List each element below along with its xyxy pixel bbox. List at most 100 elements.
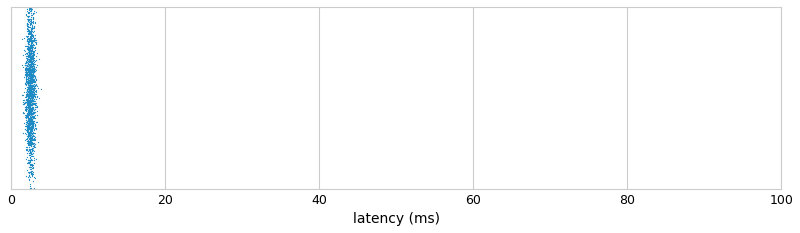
Point [22,46,35,50]
Point [24,126,37,129]
Point [22,54,35,57]
Point [22,91,35,95]
Point [26,74,38,77]
Point [25,38,38,41]
Point [27,88,40,92]
Point [22,90,35,94]
Point [19,81,32,84]
Point [26,132,38,136]
Point [23,26,36,29]
Point [26,57,38,61]
Point [22,106,34,109]
Point [27,88,40,92]
Point [26,119,38,123]
Point [25,121,38,124]
Point [23,9,36,13]
Point [22,65,35,69]
Point [26,69,39,73]
Point [22,130,34,133]
Point [24,101,37,105]
Point [29,110,42,113]
Point [25,93,38,96]
Point [22,83,34,86]
Point [23,64,36,68]
Point [22,24,34,28]
Point [25,107,38,111]
Point [27,137,40,141]
Point [28,64,41,68]
Point [26,83,39,87]
Point [26,103,39,107]
Point [26,56,39,59]
Point [25,75,38,79]
Point [18,128,31,131]
Point [21,105,34,109]
Point [27,39,40,43]
Point [21,35,34,39]
Point [25,21,38,24]
Point [26,132,38,135]
Point [24,96,37,100]
Point [22,127,35,131]
Point [24,125,37,129]
Point [22,80,34,83]
Point [25,186,38,190]
Point [26,87,38,91]
Point [27,74,40,77]
Point [21,46,34,49]
Point [19,113,32,116]
Point [22,117,35,121]
Point [26,131,39,135]
Point [22,165,35,169]
Point [22,89,34,93]
Point [26,105,38,109]
Point [22,52,35,56]
Point [27,35,40,38]
Point [22,34,34,38]
Point [24,73,37,77]
Point [26,77,39,81]
Point [22,14,34,17]
Point [20,107,33,111]
Point [25,116,38,120]
Point [19,65,32,69]
Point [20,109,33,113]
Point [23,118,36,122]
Point [28,10,41,13]
Point [20,70,33,74]
Point [22,15,34,19]
Point [22,18,34,22]
Point [21,67,34,71]
Point [23,53,36,56]
Point [22,14,35,18]
Point [24,149,37,152]
Point [24,27,37,31]
Point [22,90,35,94]
Point [21,110,34,113]
Point [22,108,35,112]
Point [22,107,35,111]
Point [26,17,39,20]
Point [20,69,33,72]
Point [25,63,38,66]
Point [26,61,39,65]
Point [26,61,38,65]
Point [22,48,35,51]
Point [24,118,37,121]
Point [26,134,39,138]
Point [23,5,36,9]
Point [28,80,41,84]
Point [29,86,42,90]
Point [20,80,33,84]
Point [23,79,36,82]
Point [22,124,34,127]
Point [26,125,38,128]
Point [22,94,35,98]
Point [25,94,38,98]
Point [20,106,33,110]
Point [28,39,41,43]
Point [24,62,37,66]
Point [26,76,38,80]
Point [18,102,31,105]
Point [29,48,42,52]
